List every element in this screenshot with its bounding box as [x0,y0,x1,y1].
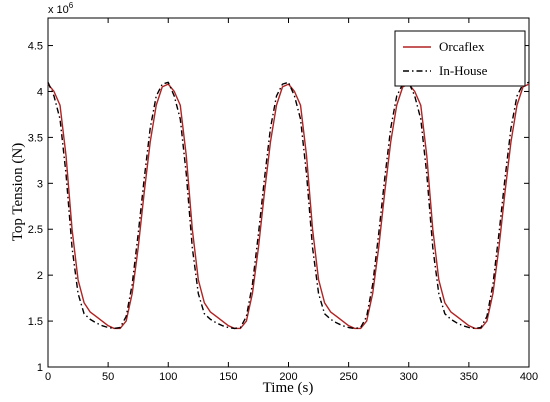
x-tick-label: 250 [339,371,357,383]
series-inhouse-line [47,81,530,330]
y-tick-label: 1 [37,362,43,374]
x-tick-label: 200 [279,371,297,383]
series-layer [47,81,530,330]
legend: Orcaflex In-House [394,30,526,87]
y-tick-label: 3.5 [28,132,43,144]
y-axis-label: Top Tension (N) [10,143,26,241]
y-tick-label: 2 [37,270,43,282]
x-axis-label: Time (s) [263,380,314,396]
x-tick-label: 150 [219,371,237,383]
y-tick-label: 4 [37,86,43,98]
y-multiplier-label: x 106 [48,1,74,16]
legend-box [394,30,526,87]
x-tick-label: 300 [400,371,418,383]
x-tick-label: 350 [460,371,478,383]
y-tick-label: 4.5 [28,41,43,53]
y-tick-label: 3 [37,178,43,190]
y-multiplier-exponent: 6 [69,1,74,10]
x-tick-label: 400 [520,371,538,383]
x-tick-label: 100 [159,371,177,383]
x-tick-label: 0 [45,371,51,383]
y-axis-ticks: 1 1.5 2 2.5 3 3.5 4 4.5 [28,41,529,374]
legend-label-orcaflex: Orcaflex [439,39,485,54]
y-tick-label: 2.5 [28,224,43,236]
x-tick-label: 50 [102,371,114,383]
series-orcaflex-line [47,83,530,330]
y-tick-label: 1.5 [28,316,43,328]
x-axis-ticks: 0 50 100 150 200 250 300 350 400 [45,18,538,383]
y-multiplier-base: x 10 [48,4,69,16]
legend-label-inhouse: In-House [439,63,488,78]
